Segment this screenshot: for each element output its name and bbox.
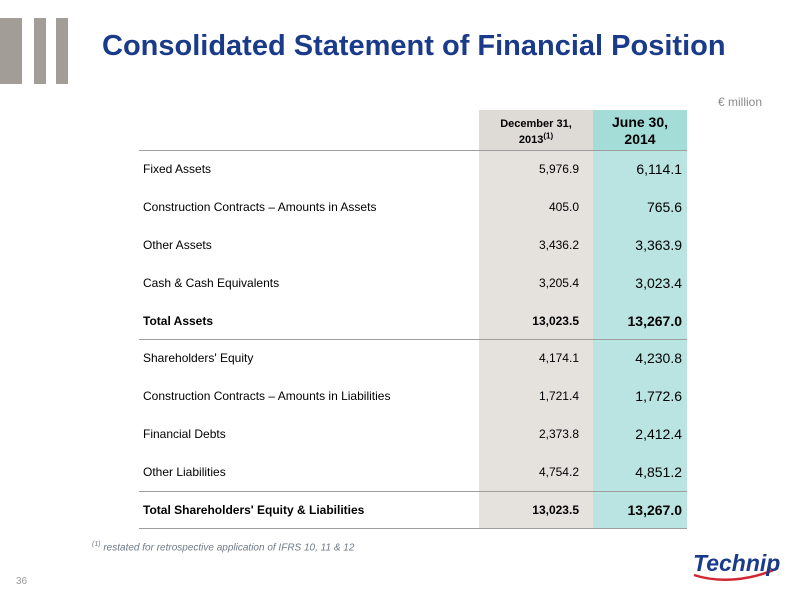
table-row-total: Total Assets 13,023.5 13,267.0	[139, 303, 687, 341]
footnote-marker: (1)	[543, 131, 554, 141]
table-row: Other Liabilities 4,754.2 4,851.2	[139, 454, 687, 492]
table-row: Cash & Cash Equivalents 3,205.4 3,023.4	[139, 265, 687, 303]
page-title: Consolidated Statement of Financial Posi…	[102, 30, 726, 62]
table-divider	[139, 339, 687, 340]
column-header-dec-2013: December 31, 2013(1)	[479, 110, 593, 150]
table-divider	[139, 150, 687, 151]
row-label: Shareholders' Equity	[143, 351, 254, 365]
column-background-curr	[593, 151, 687, 529]
row-label: Cash & Cash Equivalents	[143, 276, 280, 290]
value-jun-2014: 13,267.0	[627, 313, 683, 329]
value-dec-2013: 1,721.4	[538, 389, 579, 403]
value-jun-2014: 3,363.9	[635, 237, 682, 253]
value-dec-2013: 13,023.5	[532, 503, 579, 517]
page-number: 36	[16, 576, 28, 587]
logo-text: Technip	[693, 550, 780, 576]
row-label: Construction Contracts – Amounts in Asse…	[143, 200, 377, 214]
value-jun-2014: 765.6	[646, 199, 682, 215]
unit-label: € million	[717, 95, 762, 109]
column-background-prev	[479, 151, 593, 529]
value-jun-2014: 2,412.4	[635, 426, 682, 442]
table-row: Construction Contracts – Amounts in Liab…	[139, 378, 687, 416]
footnote: (1) restated for retrospective applicati…	[92, 541, 354, 553]
value-dec-2013: 2,373.8	[538, 427, 579, 441]
row-label: Total Assets	[143, 314, 214, 328]
table-row: Fixed Assets 5,976.9 6,114.1	[139, 151, 687, 189]
value-jun-2014: 1,772.6	[635, 388, 682, 404]
value-jun-2014: 13,267.0	[627, 502, 683, 518]
row-label: Fixed Assets	[143, 162, 212, 176]
value-jun-2014: 4,851.2	[635, 464, 682, 480]
value-jun-2014: 3,023.4	[635, 275, 682, 291]
technip-logo: Technip	[693, 550, 780, 581]
table-divider	[139, 491, 687, 492]
column-header-line: 2013(1)	[479, 132, 593, 148]
row-label: Total Shareholders' Equity & Liabilities	[143, 503, 365, 517]
footnote-marker: (1)	[92, 541, 101, 548]
table-row-total: Total Shareholders' Equity & Liabilities…	[139, 492, 687, 530]
row-label: Other Assets	[143, 238, 212, 252]
table-row: Other Assets 3,436.2 3,363.9	[139, 227, 687, 265]
column-header-line: December 31,	[500, 118, 572, 130]
table-row: Construction Contracts – Amounts in Asse…	[139, 189, 687, 227]
table-divider	[139, 528, 687, 529]
value-jun-2014: 6,114.1	[636, 161, 682, 177]
value-dec-2013: 3,436.2	[538, 238, 579, 252]
row-label: Construction Contracts – Amounts in Liab…	[143, 389, 391, 403]
value-dec-2013: 5,976.9	[538, 162, 579, 176]
column-header-line: 2014	[624, 131, 656, 147]
row-label: Other Liabilities	[143, 465, 226, 479]
value-dec-2013: 3,205.4	[538, 276, 579, 290]
decorative-bar	[34, 18, 46, 84]
value-dec-2013: 4,174.1	[538, 351, 579, 365]
logo-swoosh	[693, 566, 779, 581]
value-dec-2013: 4,754.2	[538, 465, 579, 479]
column-header-year: 2013	[518, 134, 544, 146]
value-dec-2013: 405.0	[548, 200, 579, 214]
decorative-bar	[56, 18, 68, 84]
value-dec-2013: 13,023.5	[532, 314, 579, 328]
footnote-text: restated for retrospective application o…	[100, 542, 355, 554]
column-header-line: June 30,	[611, 114, 669, 130]
decorative-bar	[0, 18, 22, 84]
column-header-jun-2014: June 30, 2014	[593, 110, 687, 150]
row-label: Financial Debts	[143, 427, 226, 441]
value-jun-2014: 4,230.8	[635, 350, 682, 366]
table-row: Financial Debts 2,373.8 2,412.4	[139, 416, 687, 454]
table-row: Shareholders' Equity 4,174.1 4,230.8	[139, 340, 687, 378]
